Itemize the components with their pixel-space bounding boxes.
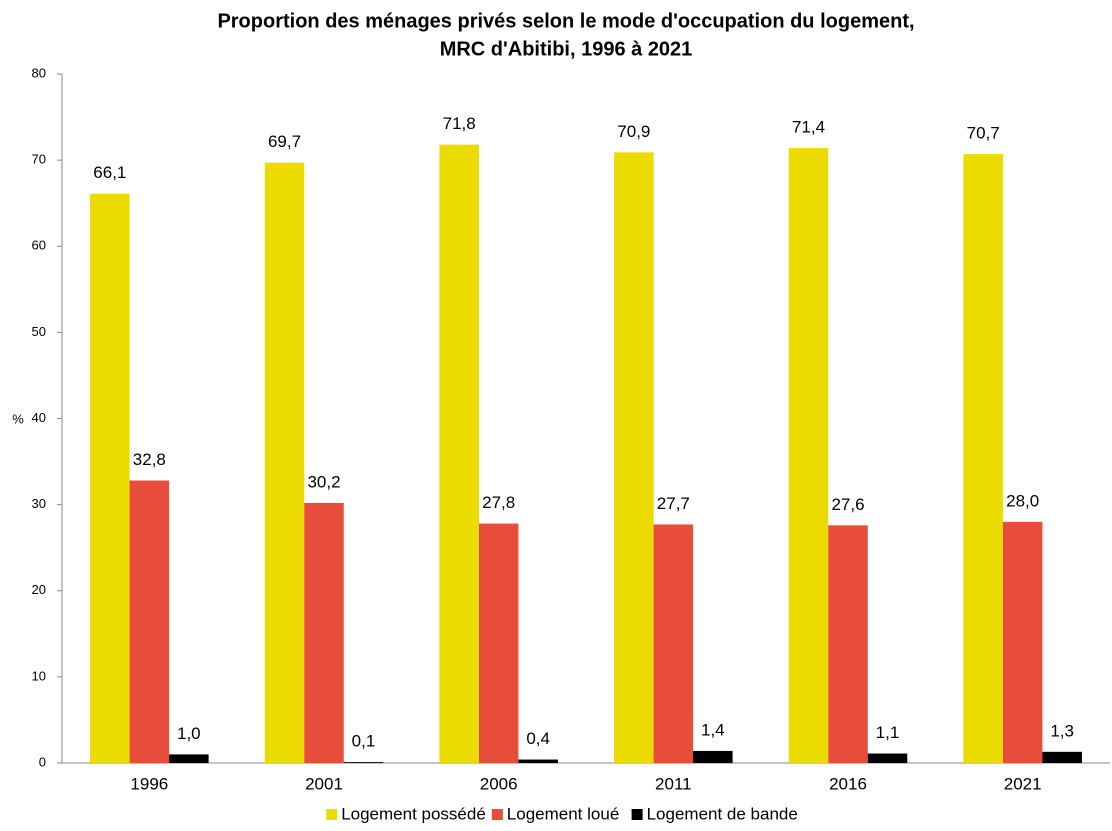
value-label: 70,9 — [617, 122, 650, 141]
bar — [693, 750, 733, 763]
y-tick-label: 50 — [32, 324, 46, 339]
x-tick-label: 2006 — [480, 774, 518, 793]
chart-title: MRC d'Abitibi, 1996 à 2021 — [440, 38, 693, 60]
bar — [343, 762, 384, 763]
bar — [439, 144, 479, 763]
chart-title: Proportion des ménages privés selon le m… — [217, 10, 914, 32]
bar — [129, 480, 170, 763]
value-label: 66,1 — [93, 163, 126, 182]
legend-swatch — [631, 809, 643, 820]
bar — [304, 502, 344, 763]
legend-label: Logement loué — [507, 804, 619, 823]
value-label: 0,1 — [352, 732, 376, 751]
x-tick-label: 2001 — [305, 774, 343, 793]
y-axis-label: % — [12, 411, 24, 426]
value-label: 71,4 — [792, 118, 825, 137]
bar — [169, 754, 209, 763]
legend-label: Logement possédé — [341, 804, 486, 823]
legend-swatch — [326, 809, 338, 820]
value-label: 69,7 — [268, 132, 301, 151]
bar — [963, 154, 1003, 763]
value-label: 27,7 — [657, 494, 690, 513]
y-tick-label: 30 — [32, 496, 46, 511]
value-label: 71,8 — [443, 114, 476, 133]
bar — [828, 525, 868, 763]
y-tick-label: 80 — [32, 65, 46, 80]
y-tick-label: 70 — [32, 152, 46, 167]
y-tick-label: 10 — [32, 668, 46, 683]
x-tick-label: 2016 — [829, 774, 867, 793]
x-tick-label: 2011 — [655, 774, 692, 793]
y-tick-label: 20 — [32, 582, 46, 597]
bar — [478, 523, 519, 763]
value-label: 70,7 — [967, 124, 1000, 143]
x-tick-label: 2021 — [1004, 774, 1042, 793]
value-label: 28,0 — [1006, 491, 1039, 510]
bar — [614, 152, 654, 763]
value-label: 27,6 — [831, 495, 864, 514]
bar — [90, 193, 130, 763]
bar — [653, 524, 694, 763]
y-tick-label: 60 — [32, 238, 46, 253]
bar — [1042, 751, 1082, 763]
y-tick-label: 0 — [39, 754, 46, 769]
value-label: 1,1 — [876, 723, 900, 742]
legend-swatch — [491, 809, 503, 820]
value-label: 1,0 — [177, 724, 201, 743]
value-label: 27,8 — [482, 493, 515, 512]
bar — [518, 759, 558, 763]
bar — [788, 148, 829, 763]
x-tick-label: 1996 — [130, 774, 168, 793]
legend-label: Logement de bande — [647, 804, 798, 823]
value-label: 0,4 — [526, 729, 550, 748]
value-label: 32,8 — [133, 450, 166, 469]
value-label: 1,3 — [1050, 721, 1074, 740]
value-label: 1,4 — [701, 720, 725, 739]
value-label: 30,2 — [307, 472, 340, 491]
y-tick-label: 40 — [32, 410, 46, 425]
bar — [867, 753, 908, 763]
bar — [1002, 521, 1043, 763]
bar — [264, 162, 305, 764]
